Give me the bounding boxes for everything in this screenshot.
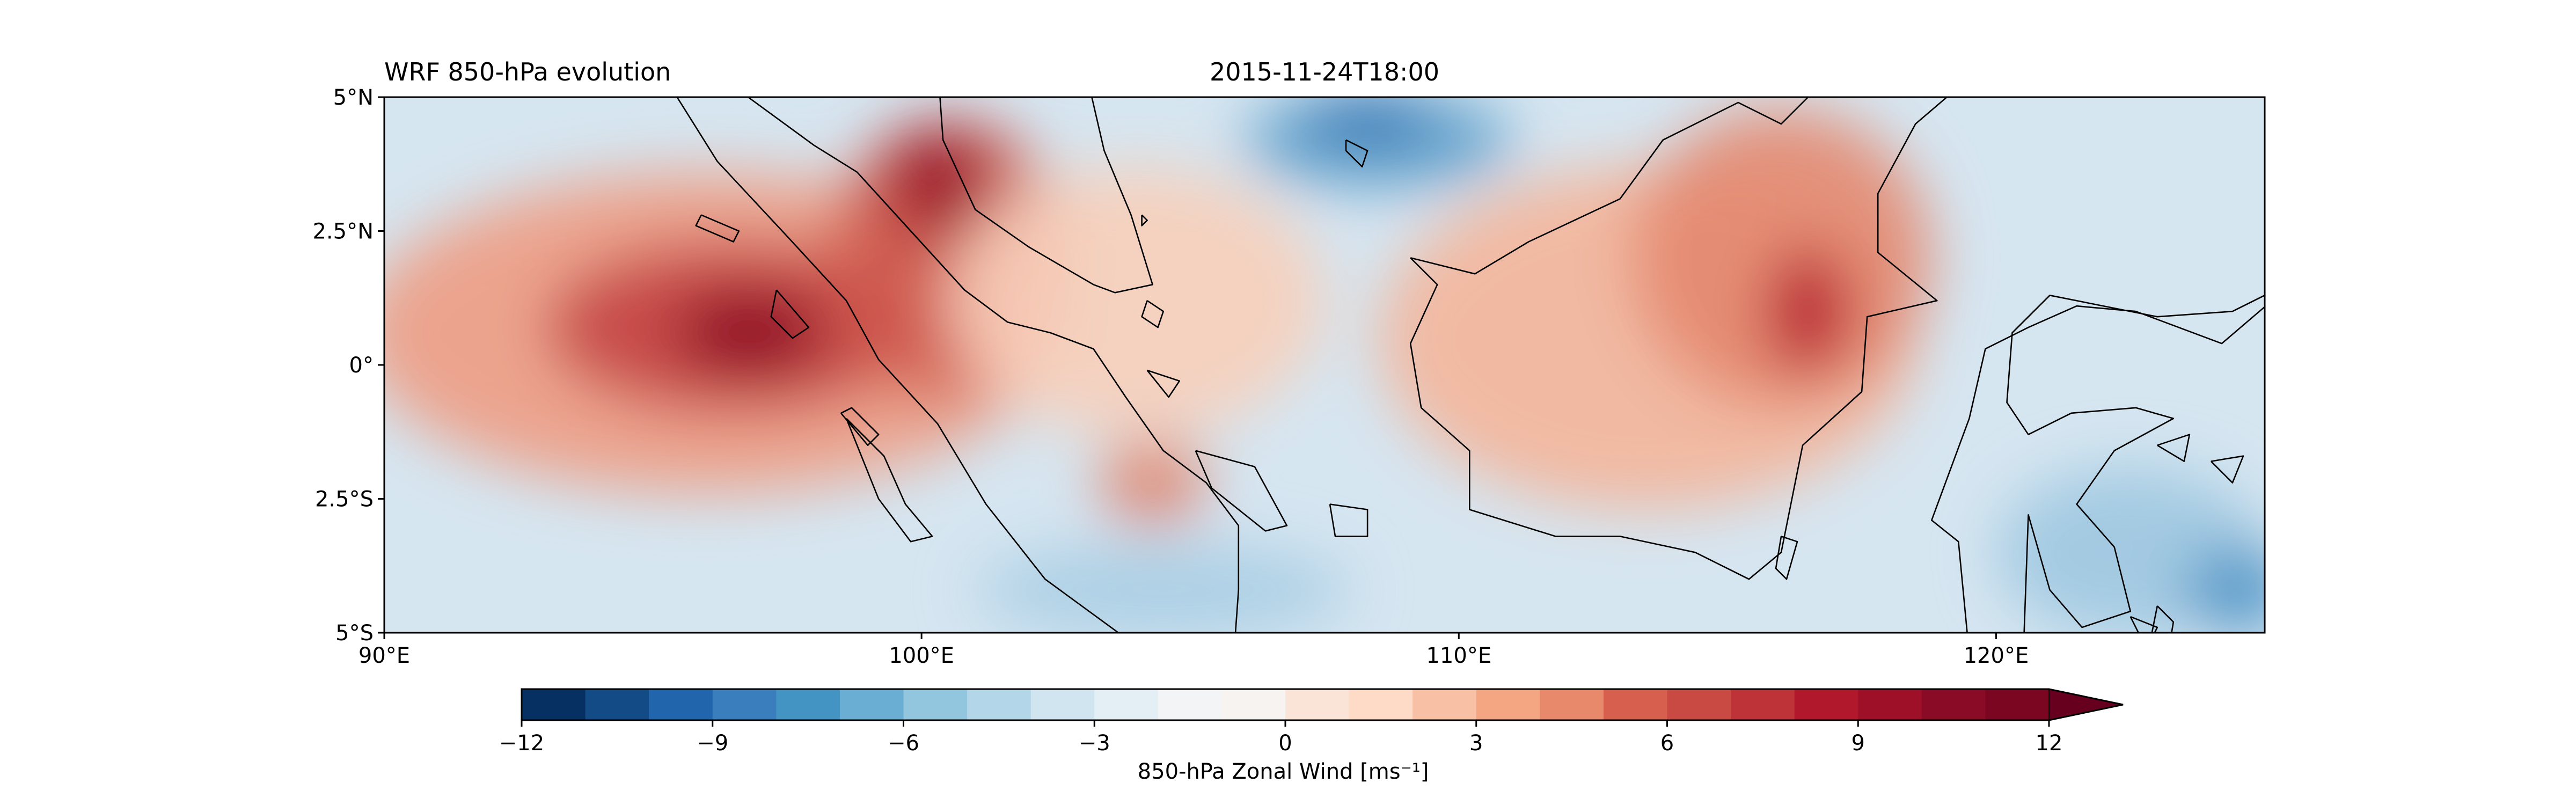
colorbar-swatch	[1985, 689, 2050, 720]
wind-anomaly-5	[948, 166, 1324, 435]
coastline-belitung	[1329, 503, 1368, 537]
coastlines	[676, 97, 2265, 633]
colorbar-swatch	[839, 689, 904, 720]
colorbar-tick-label: −9	[697, 731, 728, 756]
colorbar-swatch	[712, 689, 777, 720]
colorbar-label: 850-hPa Zonal Wind [ms⁻¹]	[1138, 759, 1429, 784]
wind-anomaly-2	[674, 290, 825, 376]
lat-tick-label: 5°S	[335, 621, 374, 646]
colorbar-swatch	[1413, 689, 1477, 720]
colorbar-outline	[521, 688, 2124, 721]
wind-field	[384, 97, 2265, 633]
colorbar-extend-arrow	[2048, 688, 2124, 721]
colorbar-swatch	[967, 689, 1031, 720]
map-title-left: WRF 850-hPa evolution	[384, 57, 671, 86]
lon-tick-label: 100°E	[889, 643, 954, 668]
colorbar-swatch	[1921, 689, 1986, 720]
colorbar-swatch	[1158, 689, 1223, 720]
coastline-borneo	[1409, 97, 1948, 580]
coastline-banggai	[2157, 434, 2191, 462]
colorbar-swatch	[903, 689, 968, 720]
longitude-axis: 90°E 100°E 110°E 120°E	[358, 633, 2029, 668]
coastline-laut	[1775, 536, 1798, 580]
colorbar-swatch	[649, 689, 713, 720]
coastline-lingga	[1146, 369, 1180, 398]
colorbar-swatch	[1349, 689, 1413, 720]
wind-anomaly-14	[975, 541, 1351, 633]
colorbar-tick-label: 6	[1660, 731, 1674, 756]
lon-tick-label: 110°E	[1426, 643, 1491, 668]
colorbar-tick-label: −3	[1079, 731, 1110, 756]
colorbar-tick-label: 9	[1851, 731, 1865, 756]
lat-tick-label: 5°N	[333, 85, 374, 110]
colorbar-swatch	[1731, 689, 1795, 720]
colorbar-ticks: −12 −9 −6 −3 0 3 6 9 12	[499, 720, 2063, 756]
colorbar-swatch	[1540, 689, 1604, 720]
colorbar-swatch	[522, 689, 586, 720]
coastline-mentawai	[845, 418, 933, 543]
colorbar-swatch	[1030, 689, 1095, 720]
colorbar-swatch	[1858, 689, 1922, 720]
latitude-axis: 5°N 2.5°N 0° 2.5°S 5°S	[312, 85, 384, 646]
coastline-malay-peninsula	[939, 97, 1153, 294]
colorbar: −12 −9 −6 −3 0 3 6 9 12 850-hPa Zonal Wind [ms⁻¹…	[499, 688, 2124, 784]
colorbar-swatch	[1667, 689, 1731, 720]
colorbar-swatch	[1285, 689, 1350, 720]
lat-tick-label: 2.5°S	[315, 487, 374, 512]
coastline-sulawesi	[1931, 294, 2265, 633]
wind-anomaly-6	[1099, 440, 1206, 526]
colorbar-swatch	[776, 689, 840, 720]
colorbar-swatch	[1221, 689, 1286, 720]
wind-anomaly-9	[1765, 247, 1851, 376]
lat-tick-label: 0°	[349, 353, 374, 378]
colorbar-swatch	[1476, 689, 1540, 720]
coastline-riau	[1141, 300, 1164, 328]
coastline-peleng	[2210, 455, 2244, 484]
colorbar-tick-label: 12	[2036, 731, 2063, 756]
colorbar-tick-label: 0	[1278, 731, 1292, 756]
colorbar-tick-label: −12	[499, 731, 544, 756]
colorbar-tick-label: 3	[1469, 731, 1483, 756]
map-panel: 90°E 100°E 110°E 120°E 5°N 2.5°N 0° 2.5°S 5°S	[312, 85, 2266, 668]
coastline-muna	[2129, 616, 2158, 633]
lon-tick-label: 90°E	[358, 643, 410, 668]
coastline-tioman	[1141, 214, 1148, 226]
wind-anomaly-4	[889, 129, 986, 237]
colorbar-swatch	[1603, 689, 1668, 720]
wind-anomaly-8	[1630, 107, 1932, 408]
coastline-bangka	[1195, 450, 1288, 532]
lat-tick-label: 2.5°N	[312, 219, 374, 244]
wind-anomaly-13	[2184, 547, 2265, 633]
lon-tick-label: 120°E	[1964, 643, 2029, 668]
map-title-center: 2015-11-24T18:00	[1210, 57, 1439, 86]
colorbar-swatch	[1094, 689, 1159, 720]
colorbar-swatches	[522, 689, 2050, 720]
coastline-siberut	[840, 407, 880, 447]
coastline-nias	[770, 289, 810, 339]
coastline-simeulue	[695, 214, 740, 243]
colorbar-swatch	[585, 689, 649, 720]
coastline-natuna	[1345, 139, 1368, 168]
coastline-buton	[2151, 605, 2175, 633]
coastline-sumatra	[676, 97, 1240, 633]
colorbar-tick-label: −6	[888, 731, 919, 756]
colorbar-swatch	[1794, 689, 1858, 720]
wind-anomaly-11	[1302, 97, 1432, 145]
coastline-sula	[2264, 471, 2265, 473]
